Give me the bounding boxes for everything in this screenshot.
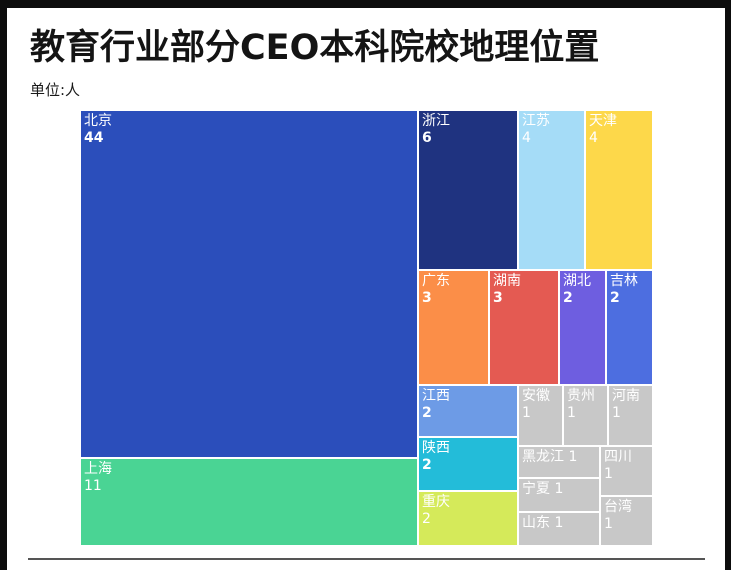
cell-value-label: 2	[422, 405, 432, 421]
cell-value-label: 2	[422, 457, 432, 473]
cell-value-label: 44	[84, 130, 104, 146]
cell-region-label: 湖北	[563, 273, 591, 289]
cell-value-label: 1	[604, 466, 613, 482]
treemap-cell[interactable]: 湖北 2	[559, 270, 606, 385]
cell-region-label: 北京	[84, 113, 112, 129]
cell-region-label: 湖南	[493, 273, 521, 289]
treemap-cell[interactable]: 广东 3	[418, 270, 489, 385]
treemap-cell[interactable]: 台湾 1	[600, 496, 653, 546]
cell-region-label: 台湾	[604, 499, 632, 515]
cell-value-label: 1	[567, 405, 576, 421]
cell-value-label: 1	[554, 515, 564, 531]
treemap-cell[interactable]: 安徽 1	[518, 385, 563, 446]
cell-value-label: 1	[522, 405, 531, 421]
cell-value-label: 1	[554, 481, 564, 497]
cell-region-label: 上海	[84, 461, 112, 477]
cell-value-label: 2	[610, 290, 620, 306]
cell-value-label: 3	[493, 290, 503, 306]
cell-region-label: 广东	[422, 273, 450, 289]
unit-label: 单位:人	[30, 81, 81, 99]
cell-region-label: 天津	[589, 113, 617, 129]
cell-value-label: 3	[422, 290, 432, 306]
cell-region-label: 河南	[612, 388, 640, 404]
cell-value-label: 2	[563, 290, 573, 306]
treemap-cell[interactable]: 河南 1	[608, 385, 653, 446]
treemap-cell[interactable]: 宁夏 1	[518, 478, 600, 512]
treemap-cell[interactable]: 江西 2	[418, 385, 518, 437]
cell-value-label: 6	[422, 130, 432, 146]
cell-region-label: 吉林	[610, 273, 638, 289]
treemap-cell[interactable]: 陕西 2	[418, 437, 518, 491]
treemap-cell[interactable]: 四川 1	[600, 446, 653, 496]
cell-region-label: 宁夏	[522, 481, 550, 497]
treemap-cell[interactable]: 浙江 6	[418, 110, 518, 270]
treemap-cell[interactable]: 江苏 4	[518, 110, 585, 270]
treemap-cell[interactable]: 重庆 2	[418, 491, 518, 546]
cell-region-label: 江西	[422, 388, 450, 404]
cell-value-label: 4	[589, 130, 598, 146]
cell-region-label: 贵州	[567, 388, 595, 404]
treemap-cell[interactable]: 贵州 1	[563, 385, 608, 446]
treemap-cell[interactable]: 黑龙江 1	[518, 446, 600, 478]
cell-value-label: 2	[422, 511, 431, 527]
cell-region-label: 山东	[522, 515, 550, 531]
cell-value-label: 1	[568, 449, 578, 465]
cell-region-label: 江苏	[522, 113, 550, 129]
treemap-cell[interactable]: 吉林 2	[606, 270, 653, 385]
treemap-cell[interactable]: 上海 11	[80, 458, 418, 546]
cell-region-label: 重庆	[422, 494, 450, 510]
bottom-divider	[28, 558, 705, 560]
cell-region-label: 黑龙江	[522, 449, 564, 465]
cell-region-label: 陕西	[422, 440, 450, 456]
treemap-cell[interactable]: 天津 4	[585, 110, 653, 270]
cell-region-label: 浙江	[422, 113, 450, 129]
treemap-cell[interactable]: 湖南 3	[489, 270, 559, 385]
cell-value-label: 1	[612, 405, 621, 421]
treemap-cell[interactable]: 北京 44	[80, 110, 418, 458]
chart-title: 教育行业部分CEO本科院校地理位置	[30, 28, 600, 68]
cell-value-label: 4	[522, 130, 531, 146]
cell-value-label: 1	[604, 516, 613, 532]
treemap-cell[interactable]: 山东 1	[518, 512, 600, 546]
cell-region-label: 四川	[604, 449, 632, 465]
cell-region-label: 安徽	[522, 388, 550, 404]
cell-value-label: 11	[84, 478, 102, 494]
